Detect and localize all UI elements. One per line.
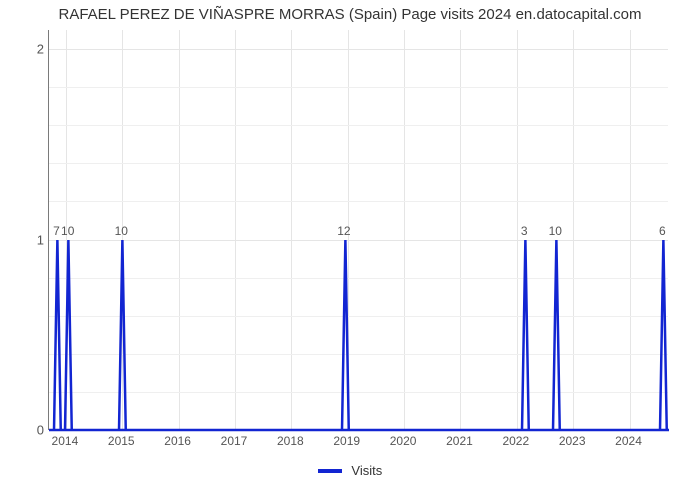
spike-value-label: 7 <box>53 224 60 238</box>
gridline-vertical <box>291 30 292 429</box>
chart-container: RAFAEL PEREZ DE VIÑASPRE MORRAS (Spain) … <box>0 0 700 500</box>
legend: Visits <box>0 462 700 478</box>
gridline-horizontal <box>49 278 668 279</box>
x-axis-label: 2016 <box>164 434 191 448</box>
spike-value-label: 3 <box>521 224 528 238</box>
legend-swatch <box>318 469 342 473</box>
x-axis-label: 2018 <box>277 434 304 448</box>
spike-value-label: 12 <box>337 224 350 238</box>
x-axis-label: 2019 <box>333 434 360 448</box>
gridline-horizontal <box>49 49 668 50</box>
baseline <box>49 428 669 432</box>
y-axis-label: 1 <box>30 232 44 247</box>
plot-area <box>48 30 668 430</box>
x-axis-label: 2017 <box>221 434 248 448</box>
x-axis-label: 2022 <box>502 434 529 448</box>
gridline-vertical <box>460 30 461 429</box>
x-axis-label: 2024 <box>615 434 642 448</box>
visits-spike <box>658 239 669 431</box>
spike-value-label: 10 <box>549 224 562 238</box>
gridline-horizontal <box>49 240 668 241</box>
x-axis-label: 2020 <box>390 434 417 448</box>
x-axis-label: 2023 <box>559 434 586 448</box>
gridline-vertical <box>517 30 518 429</box>
visits-spike <box>551 239 562 431</box>
gridline-vertical <box>235 30 236 429</box>
gridline-horizontal <box>49 392 668 393</box>
gridline-vertical <box>404 30 405 429</box>
gridline-horizontal <box>49 125 668 126</box>
x-axis-label: 2015 <box>108 434 135 448</box>
gridline-horizontal <box>49 87 668 88</box>
legend-label: Visits <box>351 463 382 478</box>
visits-spike <box>520 239 531 431</box>
gridline-horizontal <box>49 354 668 355</box>
gridline-vertical <box>573 30 574 429</box>
y-axis-label: 0 <box>30 423 44 438</box>
y-axis-label: 2 <box>30 42 44 57</box>
x-axis-label: 2021 <box>446 434 473 448</box>
gridline-horizontal <box>49 316 668 317</box>
gridline-horizontal <box>49 201 668 202</box>
visits-spike <box>52 239 63 431</box>
gridline-vertical <box>179 30 180 429</box>
x-axis-label: 2014 <box>52 434 79 448</box>
gridline-vertical <box>630 30 631 429</box>
chart-title: RAFAEL PEREZ DE VIÑASPRE MORRAS (Spain) … <box>0 6 700 23</box>
gridline-horizontal <box>49 163 668 164</box>
spike-value-label: 10 <box>115 224 128 238</box>
spike-value-label: 10 <box>61 224 74 238</box>
spike-value-label: 6 <box>659 224 666 238</box>
